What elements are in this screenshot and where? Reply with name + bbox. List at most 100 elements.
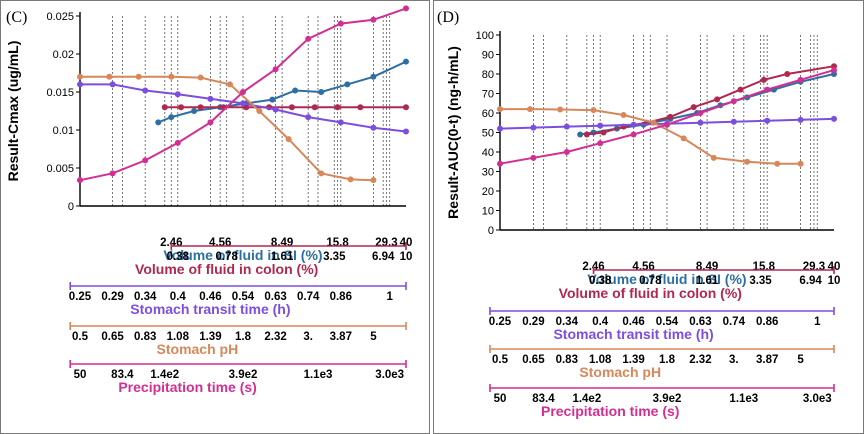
data-point-colon [690,104,697,111]
data-point-precip [370,16,377,23]
x-tick-label-colon: 0.78 [639,275,662,287]
data-point-precip [142,157,149,164]
x-tick-label-ph: 2.32 [264,331,286,343]
x-tick-label-transit: 0.63 [264,291,286,303]
y-tick-label: 0.02 [53,49,74,61]
x-tick-label-colon: 0.78 [216,251,239,263]
y-tick-label: 80 [482,69,494,81]
panel-label: (D) [437,9,459,26]
x-tick-label-transit: 1 [386,291,393,303]
data-point-colon [311,104,318,111]
data-point-ph [774,160,781,167]
x-axis-title-ph: Stomach pH [157,341,239,357]
x-tick-label-ph: 0.83 [134,331,156,343]
data-point-ph [285,136,292,143]
x-tick-label-transit: 0.74 [723,316,746,328]
data-point-precip [664,121,670,128]
data-point-ph [318,170,325,177]
data-point-transit [730,118,737,125]
data-point-ph [197,74,204,81]
x-tick-label-precip: 83.4 [111,369,134,381]
x-tick-label-transit: 0.29 [522,316,544,328]
y-tick-label: 90 [482,50,494,62]
y-tick-label: 0.01 [53,125,74,137]
data-point-ph [590,107,597,114]
data-point-transit [337,119,344,126]
x-tick-label-ph: 1.8 [235,331,252,343]
data-point-precip [597,140,604,147]
x-axis-title-si: Volume of fluid in SI (%) [587,271,746,287]
data-point-ph [370,177,377,184]
data-point-precip [831,67,837,74]
x-tick-label-precip: 3.0e3 [803,393,832,405]
data-point-transit [797,116,804,123]
data-point-precip [109,170,116,177]
data-point-precip [77,177,83,184]
data-point-precip [240,89,246,95]
data-point-transit [305,114,312,121]
x-tick-label-colon: 10 [828,275,841,287]
data-point-transit [207,95,214,102]
y-axis-label: Result-Cmax (ug/mL) [5,41,21,182]
data-point-transit [370,124,377,131]
data-point-ph [680,135,687,142]
data-point-precip [272,66,279,73]
x-tick-label-transit: 0.4 [170,291,187,303]
x-tick-label-colon: 0.38 [589,275,612,287]
data-point-colon [714,96,721,103]
data-point-transit [831,115,837,122]
data-point-transit [240,100,246,107]
x-tick-label-colon: 1.61 [696,275,719,287]
x-tick-label-ph: 0.83 [556,354,578,366]
data-point-colon [161,104,168,111]
x-tick-label-ph: 5 [797,354,804,366]
data-point-ph [797,160,804,167]
x-tick-label-ph: 3. [303,331,313,343]
data-point-ph [106,73,113,80]
data-point-precip [530,154,537,161]
panel-c-border [0,0,430,434]
y-tick-label: 70 [482,89,494,101]
x-tick-label-precip: 50 [74,369,87,381]
x-tick-label-ph: 0.5 [492,354,509,366]
x-tick-label-ph: 0.5 [72,331,89,343]
data-point-colon [760,76,767,83]
x-tick-label-ph: 3. [729,354,739,366]
data-point-precip [403,5,409,12]
x-tick-label-precip: 50 [494,393,507,405]
y-tick-label: 30 [482,167,494,179]
x-tick-label-transit: 0.46 [622,316,644,328]
x-tick-label-precip: 1.1e3 [304,369,333,381]
x-tick-label-transit: 0.86 [330,291,352,303]
data-point-colon [178,104,185,111]
x-tick-label-si: 15.8 [326,237,349,249]
data-point-transit [597,122,604,129]
x-tick-label-transit: 0.29 [101,291,123,303]
data-point-colon [583,131,590,138]
data-point-transit [497,125,503,132]
x-tick-label-transit: 0.74 [297,291,320,303]
data-point-transit [77,81,83,88]
x-tick-label-ph: 0.65 [522,354,545,366]
data-point-transit [563,123,570,130]
x-tick-label-ph: 2.32 [689,354,711,366]
data-point-colon [288,104,295,111]
data-point-si [344,81,351,88]
x-tick-label-ph: 1.08 [589,354,612,366]
x-tick-label-si: 15.8 [753,261,776,273]
data-point-precip [207,119,214,126]
x-tick-label-ph: 1.08 [167,331,190,343]
data-point-si [318,89,325,95]
x-axis-title-transit: Stomach transit time (h) [553,326,713,342]
x-tick-label-colon: 3.35 [749,275,772,287]
x-tick-label-precip: 1.4e2 [572,393,601,405]
x-tick-label-transit: 0.54 [656,316,679,328]
data-point-si [269,96,276,103]
data-point-precip [630,131,637,138]
x-tick-label-si: 29.3 [803,261,825,273]
data-point-si [292,87,299,94]
x-tick-label-colon: 3.35 [323,251,346,263]
x-axis-title-colon: Volume of fluid in colon (%) [559,285,742,301]
panel-c: (C) 0 0.005 0.01 0.015 0.02 0.025 Result-Cmax (… [5,5,412,395]
data-point-transit [403,128,409,135]
